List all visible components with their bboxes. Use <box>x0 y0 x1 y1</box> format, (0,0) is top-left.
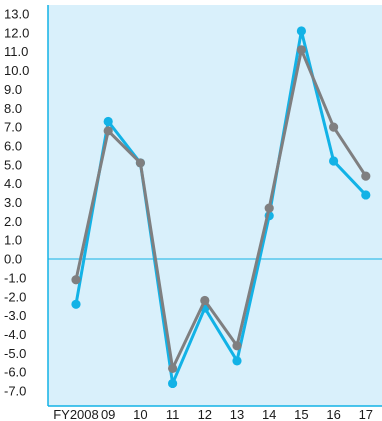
y-tick-label: 11.0 <box>4 44 28 59</box>
x-tick-label: 14 <box>262 407 276 421</box>
x-tick-label: 13 <box>230 407 244 421</box>
x-tick-label: 16 <box>326 407 340 421</box>
data-point <box>361 190 371 200</box>
y-tick-label: 12.0 <box>4 25 29 40</box>
data-point <box>71 299 81 309</box>
y-tick-label: -3.0 <box>4 308 26 323</box>
data-point <box>296 26 306 36</box>
x-tick-label: FY2008 <box>53 407 99 421</box>
data-point <box>232 356 242 366</box>
y-tick-label: 9.0 <box>4 82 22 97</box>
y-tick-label: 4.0 <box>4 176 22 191</box>
x-tick-label: 17 <box>359 407 373 421</box>
data-point <box>103 116 113 127</box>
x-tick-label: 11 <box>166 407 180 421</box>
y-tick-label: 13.0 <box>4 7 29 22</box>
x-axis-ticks: FY2008 09 10 11 12 13 14 15 16 17 <box>53 407 373 421</box>
y-tick-label: -1.0 <box>4 270 26 285</box>
y-tick-label: -4.0 <box>4 327 26 342</box>
x-tick-label: 12 <box>198 407 212 421</box>
y-tick-label: 0.0 <box>4 252 22 267</box>
x-tick-label: 15 <box>294 407 308 421</box>
y-tick-label: 1.0 <box>4 233 22 248</box>
x-tick-label: 09 <box>101 407 115 421</box>
data-point <box>103 126 113 136</box>
data-point <box>361 171 371 181</box>
data-point <box>296 45 306 55</box>
data-point <box>168 363 178 373</box>
y-tick-label: -6.0 <box>4 365 26 380</box>
y-tick-label: 7.0 <box>4 120 22 135</box>
data-point <box>71 275 81 285</box>
data-point <box>200 295 210 306</box>
data-point <box>135 158 145 168</box>
data-point <box>168 378 178 389</box>
y-tick-label: -5.0 <box>4 346 26 361</box>
y-tick-label: 6.0 <box>4 138 22 153</box>
series-2 <box>71 45 371 373</box>
y-tick-label: 8.0 <box>4 101 22 116</box>
y-tick-label: -2.0 <box>4 289 26 304</box>
data-point <box>329 156 339 166</box>
y-tick-label: 3.0 <box>4 195 22 210</box>
data-point <box>232 341 242 351</box>
y-tick-label: -7.0 <box>4 384 26 399</box>
x-tick-label: 10 <box>133 407 147 421</box>
y-tick-label: 10.0 <box>4 63 29 78</box>
data-point <box>264 203 274 213</box>
plot-area <box>48 5 382 406</box>
data-point <box>329 122 339 132</box>
y-tick-label: 2.0 <box>4 214 22 229</box>
series-layer <box>71 26 371 389</box>
series-line <box>74 48 368 370</box>
y-tick-label: 5.0 <box>4 157 22 172</box>
series-line <box>74 29 368 385</box>
y-axis-ticks: 13.0 12.0 11.0 10.0 9.0 8.0 7.0 6.0 5.0 4.0 3.0 2.0… <box>4 7 29 399</box>
